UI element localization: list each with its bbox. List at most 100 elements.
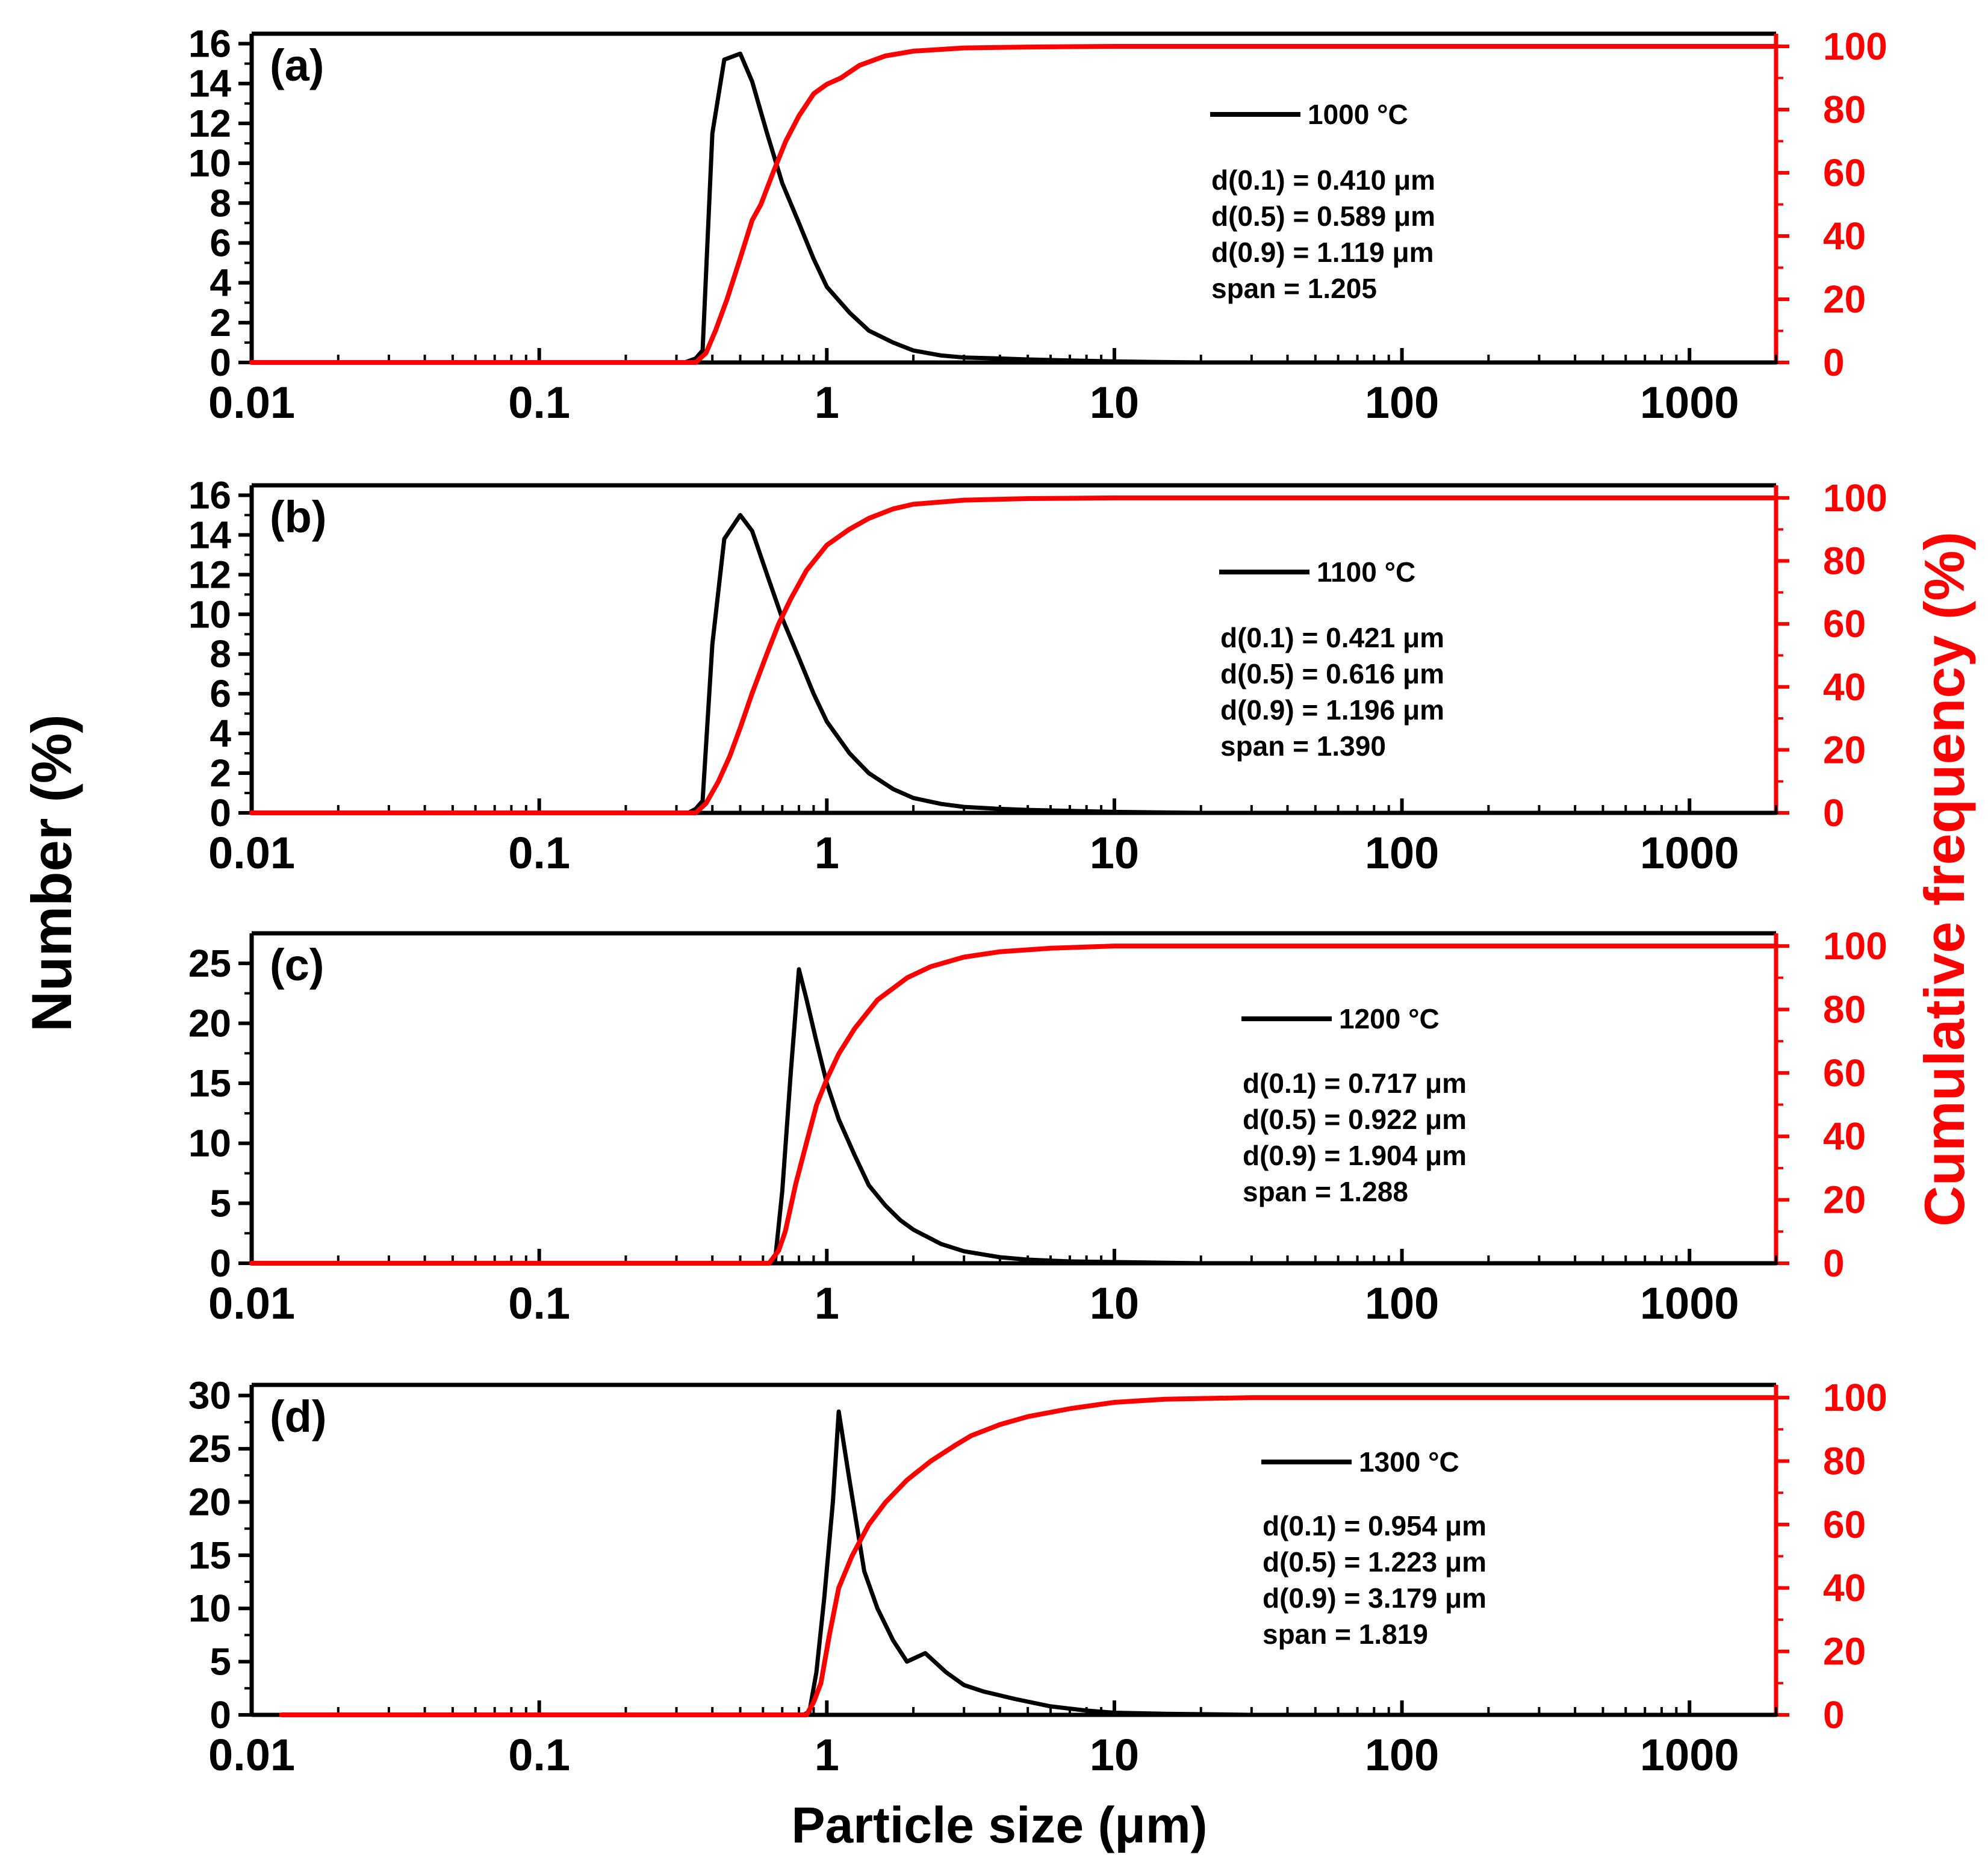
- y-right-tick-label: 0: [1823, 1693, 1845, 1737]
- y-right-tick-label: 60: [1823, 1503, 1866, 1546]
- y-axis-label-right: Cumulative frequency (%): [1913, 532, 1976, 1227]
- size-statistic: d(0.1) = 0.954 μm: [1263, 1510, 1486, 1541]
- y-left-tick-label: 4: [210, 261, 231, 305]
- number-distribution-line: [249, 51, 1778, 365]
- y-left-tick-label: 10: [188, 1587, 231, 1630]
- y-left-tick-label: 10: [188, 592, 231, 636]
- y-left-tick-label: 5: [210, 1640, 231, 1684]
- x-tick-label: 1: [815, 1730, 839, 1780]
- y-left-tick-label: 16: [188, 473, 231, 517]
- size-statistic: d(0.5) = 1.223 μm: [1263, 1546, 1486, 1578]
- y-right-tick-label: 40: [1823, 1115, 1866, 1158]
- legend-label: 1200 °C: [1339, 1003, 1440, 1034]
- size-statistic: d(0.1) = 0.410 μm: [1211, 164, 1435, 196]
- number-distribution-line: [279, 1409, 1778, 1717]
- y-right-tick-label: 100: [1823, 1376, 1887, 1419]
- y-left-tick-label: 8: [210, 181, 231, 225]
- x-tick-label: 0.01: [208, 828, 295, 878]
- y-right-tick-label: 80: [1823, 987, 1866, 1031]
- legend-label: 1300 °C: [1359, 1446, 1459, 1478]
- size-statistic: span = 1.390: [1220, 730, 1386, 762]
- y-left-tick-label: 6: [210, 221, 231, 264]
- y-right-tick-label: 60: [1823, 602, 1866, 645]
- x-tick-label: 1: [815, 378, 839, 428]
- size-statistic: d(0.1) = 0.717 μm: [1243, 1068, 1467, 1099]
- size-statistic: d(0.9) = 1.119 μm: [1211, 237, 1434, 268]
- y-left-tick-label: 14: [188, 62, 232, 105]
- y-left-tick-label: 20: [188, 1480, 231, 1523]
- y-left-tick-label: 0: [210, 341, 231, 384]
- y-left-tick-label: 2: [210, 301, 231, 344]
- x-axis-label: Particle size (μm): [792, 1797, 1208, 1853]
- size-statistic: d(0.5) = 0.922 μm: [1243, 1104, 1467, 1135]
- y-right-tick-label: 80: [1823, 540, 1866, 583]
- size-statistic: d(0.1) = 0.421 μm: [1220, 622, 1444, 653]
- x-tick-label: 1000: [1640, 828, 1739, 878]
- y-right-tick-label: 20: [1823, 1178, 1866, 1222]
- x-tick-label: 0.1: [508, 1730, 570, 1780]
- y-left-tick-label: 15: [188, 1062, 231, 1105]
- chart-panel: 0.01 0.1 1 10 100 100002468101214160204060801…: [188, 473, 1887, 878]
- y-left-tick-label: 0: [210, 1693, 231, 1737]
- x-tick-label: 100: [1365, 828, 1439, 878]
- size-statistic: d(0.5) = 0.589 μm: [1211, 201, 1435, 232]
- y-right-tick-label: 0: [1823, 1242, 1845, 1285]
- y-right-tick-label: 100: [1823, 25, 1887, 68]
- x-tick-label: 0.01: [208, 378, 295, 428]
- y-right-tick-label: 20: [1823, 728, 1866, 771]
- size-statistic: d(0.5) = 0.616 μm: [1220, 658, 1444, 689]
- size-statistic: span = 1.819: [1263, 1619, 1428, 1650]
- y-left-tick-label: 12: [188, 102, 231, 145]
- x-tick-label: 10: [1090, 1730, 1139, 1780]
- chart-panel: 0.01 0.1 1 10 100 100002468101214160204060801…: [188, 22, 1887, 428]
- cumulative-frequency-line: [249, 495, 1778, 815]
- y-left-tick-label: 0: [210, 791, 231, 835]
- panel-label: (d): [270, 1392, 327, 1441]
- panel-label: (a): [270, 40, 324, 90]
- chart-panel: 0.01 0.1 1 10 100 1000 0 5 10 15 20 25 30 0 20 40 60 80 10…: [188, 1374, 1887, 1780]
- size-statistic: d(0.9) = 1.196 μm: [1220, 694, 1444, 726]
- chart-panel: 0.01 0.1 1 10 100 1000 0 5 10 15 20 25 0 20 40 60 80 100 (…: [188, 924, 1887, 1328]
- x-tick-label: 1000: [1640, 378, 1739, 428]
- y-right-tick-label: 40: [1823, 214, 1866, 258]
- y-left-tick-label: 10: [188, 142, 231, 185]
- y-right-tick-label: 100: [1823, 924, 1887, 968]
- cumulative-frequency-line: [279, 1395, 1778, 1717]
- size-statistic: span = 1.288: [1243, 1176, 1408, 1207]
- y-left-tick-label: 6: [210, 672, 231, 715]
- x-tick-label: 0.1: [508, 378, 570, 428]
- y-right-tick-label: 60: [1823, 1051, 1866, 1095]
- y-left-tick-label: 0: [210, 1242, 231, 1285]
- y-left-tick-label: 4: [210, 712, 231, 755]
- x-tick-label: 1: [815, 828, 839, 878]
- y-right-tick-label: 20: [1823, 1630, 1866, 1673]
- y-left-tick-label: 12: [188, 553, 231, 596]
- x-tick-label: 1000: [1640, 1730, 1739, 1780]
- x-tick-label: 10: [1090, 378, 1139, 428]
- y-left-tick-label: 5: [210, 1181, 231, 1225]
- y-right-tick-label: 20: [1823, 278, 1866, 321]
- x-tick-label: 0.1: [508, 828, 570, 878]
- x-tick-label: 0.1: [508, 1278, 570, 1328]
- y-right-tick-label: 100: [1823, 476, 1887, 520]
- y-axis-label-left: Number (%): [20, 714, 83, 1031]
- y-right-tick-label: 0: [1823, 791, 1845, 835]
- cumulative-frequency-line: [249, 44, 1778, 365]
- y-left-tick-label: 2: [210, 751, 231, 795]
- y-left-tick-label: 10: [188, 1122, 231, 1165]
- size-statistic: span = 1.205: [1211, 273, 1377, 304]
- y-right-tick-label: 80: [1823, 88, 1866, 131]
- y-right-tick-label: 40: [1823, 665, 1866, 709]
- y-left-tick-label: 25: [188, 942, 231, 985]
- y-left-tick-label: 25: [188, 1427, 231, 1470]
- x-tick-label: 0.01: [208, 1278, 295, 1328]
- x-tick-label: 10: [1090, 828, 1139, 878]
- x-tick-label: 100: [1365, 1730, 1439, 1780]
- x-tick-label: 100: [1365, 378, 1439, 428]
- x-tick-label: 1: [815, 1278, 839, 1328]
- x-tick-label: 100: [1365, 1278, 1439, 1328]
- y-left-tick-label: 8: [210, 632, 231, 676]
- x-tick-label: 0.01: [208, 1730, 295, 1780]
- y-left-tick-label: 20: [188, 1001, 231, 1045]
